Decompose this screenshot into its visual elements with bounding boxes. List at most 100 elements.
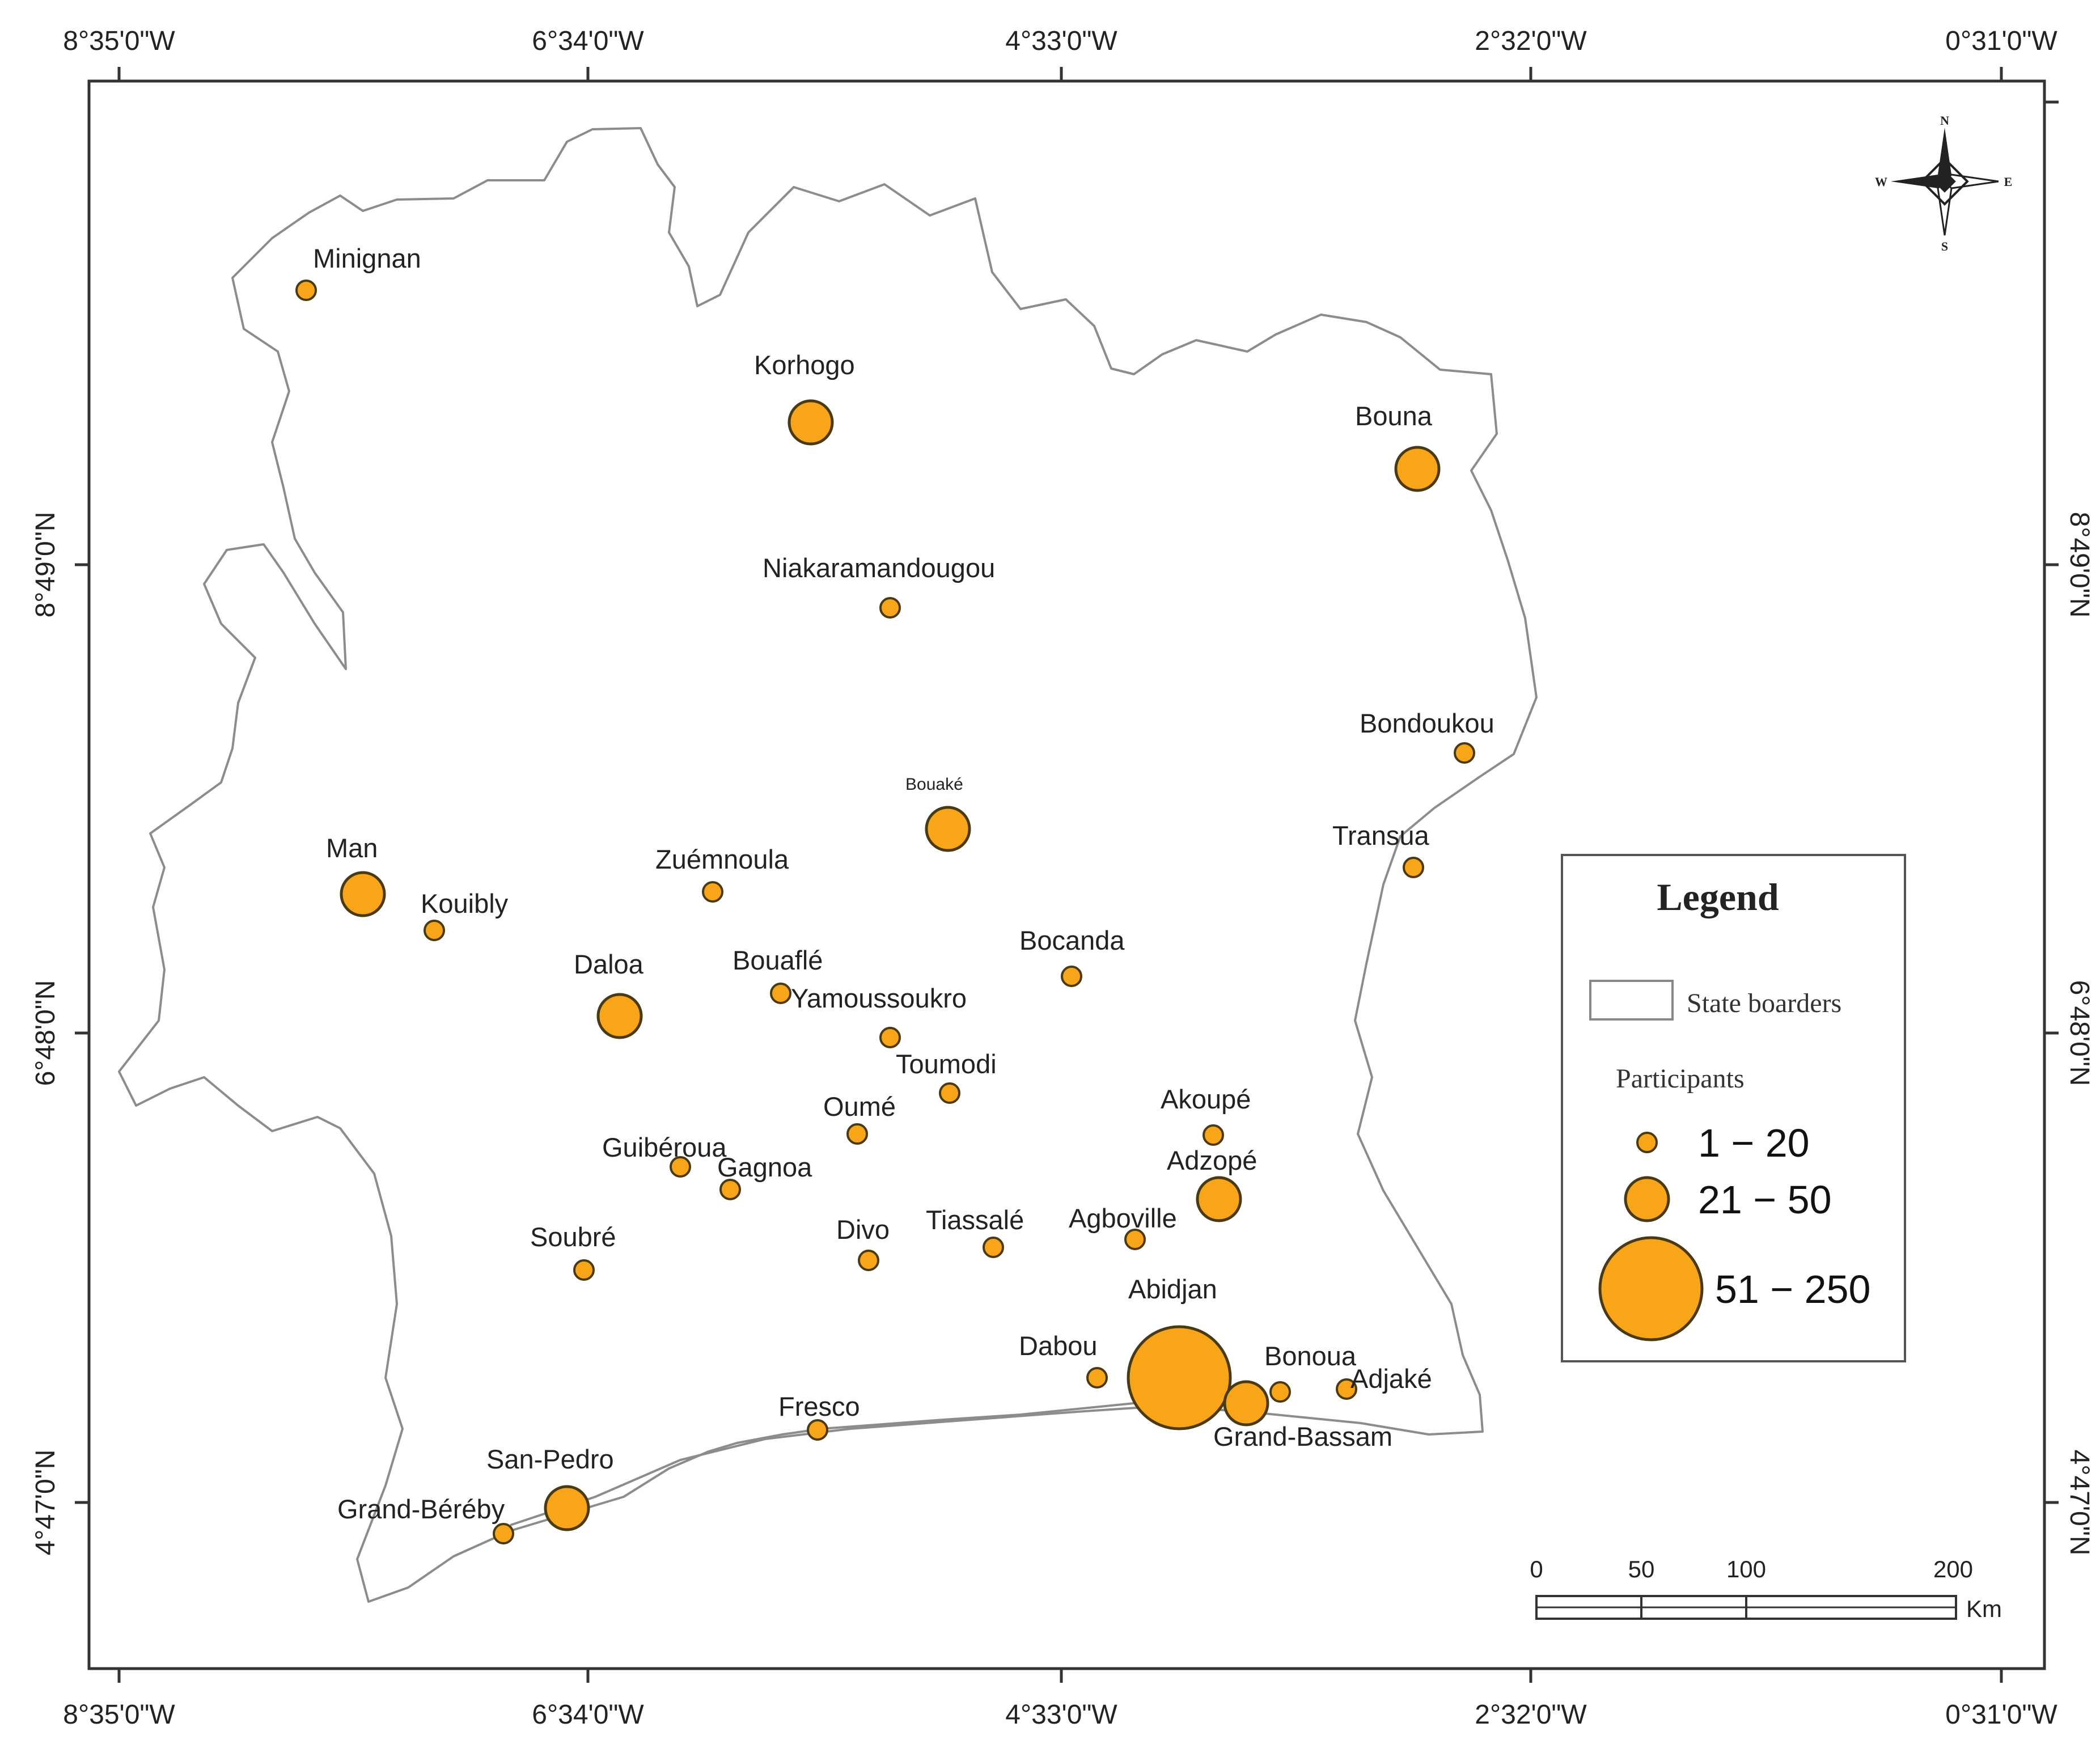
city-marker-korhogo[interactable] (787, 399, 834, 446)
city-marker-bocanda[interactable] (1061, 966, 1082, 987)
participants-label: Participants (1616, 1064, 1745, 1094)
city-label-man: Man (326, 833, 378, 863)
city-marker-niakaramandougou[interactable] (879, 597, 901, 619)
city-marker-akoupe[interactable] (1203, 1124, 1224, 1146)
city-label-bondoukou: Bondoukou (1360, 708, 1494, 738)
scale-unit: Km (1966, 1595, 2002, 1622)
right-label: 4°47'0"N (2064, 1450, 2094, 1556)
city-label-toumodi: Toumodi (896, 1049, 997, 1079)
right-coordinate-labels: 8°49'0"N 6°48'0"N 4°47'0"N (2064, 512, 2094, 1556)
city-label-divo: Divo (836, 1214, 890, 1244)
legend-class-small: 1 − 20 (1698, 1121, 1810, 1165)
bottom-label: 2°32'0"W (1475, 1700, 1587, 1730)
city-label-akoupe: Akoupé (1161, 1084, 1251, 1114)
city-marker-bonoua[interactable] (1269, 1381, 1291, 1403)
legend-class-large: 51 − 250 (1715, 1267, 1870, 1311)
legend-class-medium: 21 − 50 (1698, 1178, 1832, 1222)
city-label-abidjan: Abidjan (1128, 1274, 1217, 1304)
city-marker-soubre[interactable] (573, 1259, 595, 1281)
city-marker-adjake[interactable] (1336, 1378, 1357, 1400)
city-label-bouna: Bouna (1355, 401, 1433, 431)
right-label: 8°49'0"N (2064, 512, 2094, 618)
compass-east: E (2004, 175, 2013, 189)
top-label: 4°33'0"W (1005, 26, 1117, 56)
city-marker-oume[interactable] (846, 1123, 868, 1145)
city-marker-gagnoa[interactable] (719, 1179, 741, 1200)
legend: Legend State boarders Participants 1 − 2… (1561, 854, 1906, 1362)
city-marker-toumodi[interactable] (939, 1082, 960, 1104)
bottom-label: 4°33'0"W (1005, 1700, 1117, 1730)
state-border-label: State boarders (1687, 988, 1841, 1018)
scale-tick-200: 200 (1933, 1556, 1973, 1582)
city-label-bonoua: Bonoua (1264, 1341, 1357, 1371)
city-marker-zuemnoula[interactable] (702, 881, 723, 903)
city-markers: Minignan Korhogo Bouna Niakaramandougou … (295, 243, 1494, 1544)
left-label: 6°48'0"N (31, 980, 61, 1086)
top-label: 8°35'0"W (63, 26, 175, 56)
legend-marker-small (1636, 1132, 1658, 1153)
state-border-swatch (1589, 980, 1674, 1021)
city-label-kouibly: Kouibly (421, 888, 509, 918)
city-label-korhogo: Korhogo (754, 350, 855, 380)
city-marker-transua[interactable] (1403, 857, 1424, 878)
city-marker-guiberoua[interactable] (670, 1156, 691, 1178)
left-label: 8°49'0"N (31, 512, 61, 618)
top-label: 2°32'0"W (1475, 26, 1587, 56)
city-label-oume: Oumé (823, 1091, 896, 1121)
city-marker-daloa[interactable] (596, 993, 643, 1039)
city-marker-fresco[interactable] (807, 1419, 828, 1441)
left-label: 4°47'0"N (31, 1450, 61, 1556)
compass-west: W (1875, 175, 1887, 189)
scale-bar: 0 50 100 200 Km (1530, 1556, 2002, 1622)
city-label-adzope: Adzopé (1167, 1145, 1257, 1175)
city-marker-man[interactable] (340, 871, 386, 917)
top-label: 0°31'0"W (1945, 26, 2057, 56)
city-marker-bouake[interactable] (925, 806, 971, 852)
city-marker-bondoukou[interactable] (1454, 742, 1475, 764)
city-marker-san-pedro[interactable] (544, 1485, 590, 1531)
city-label-transua: Transua (1332, 820, 1430, 850)
scale-tick-0: 0 (1530, 1556, 1543, 1582)
right-label: 6°48'0"N (2064, 980, 2094, 1086)
city-marker-minignan[interactable] (295, 280, 317, 301)
scale-tick-100: 100 (1726, 1556, 1766, 1582)
city-marker-adzope[interactable] (1196, 1176, 1242, 1222)
city-marker-bouafle[interactable] (770, 983, 791, 1004)
city-label-zuemnoula: Zuémnoula (655, 844, 789, 874)
city-marker-divo[interactable] (858, 1250, 879, 1271)
city-marker-agboville[interactable] (1124, 1229, 1146, 1250)
city-label-soubre: Soubré (530, 1222, 616, 1252)
city-label-tiassale: Tiassalé (926, 1205, 1024, 1235)
city-marker-abidjan[interactable] (1127, 1325, 1232, 1430)
city-label-agboville: Agboville (1069, 1203, 1177, 1233)
city-marker-dabou[interactable] (1086, 1367, 1108, 1389)
city-label-adjake: Adjaké (1350, 1364, 1432, 1394)
city-marker-bouna[interactable] (1394, 446, 1441, 492)
state-border (118, 127, 1538, 1603)
city-label-bouafle: Bouaflé (733, 945, 823, 975)
city-label-dabou: Dabou (1019, 1331, 1098, 1361)
city-label-gagnoa: Gagnoa (717, 1152, 812, 1182)
city-label-daloa: Daloa (574, 949, 644, 979)
frame-ticks (75, 67, 2059, 1683)
city-label-niakaramandougou: Niakaramandougou (763, 553, 995, 583)
city-label-san-pedro: San-Pedro (486, 1444, 614, 1474)
legend-title: Legend (1657, 875, 1779, 918)
compass-south: S (1941, 239, 1948, 253)
compass-rose-icon: N S E W (1875, 113, 2012, 253)
city-label-yamoussoukro: Yamoussoukro (791, 983, 967, 1013)
scale-tick-50: 50 (1628, 1556, 1655, 1582)
city-marker-grand-bereby[interactable] (493, 1523, 514, 1544)
city-marker-yamoussoukro[interactable] (879, 1027, 901, 1048)
city-label-fresco: Fresco (778, 1391, 860, 1421)
city-marker-tiassale[interactable] (983, 1237, 1004, 1258)
city-label-grand-bassam: Grand-Bassam (1213, 1421, 1392, 1451)
city-marker-kouibly[interactable] (424, 920, 445, 941)
bottom-label: 6°34'0"W (532, 1700, 644, 1730)
city-marker-grand-bassam[interactable] (1223, 1380, 1269, 1426)
legend-marker-large (1598, 1236, 1704, 1341)
bottom-coordinate-labels: 8°35'0"W 6°34'0"W 4°33'0"W 2°32'0"W 0°31… (63, 1700, 2057, 1730)
legend-marker-medium (1624, 1176, 1670, 1222)
bottom-label: 0°31'0"W (1945, 1700, 2057, 1730)
